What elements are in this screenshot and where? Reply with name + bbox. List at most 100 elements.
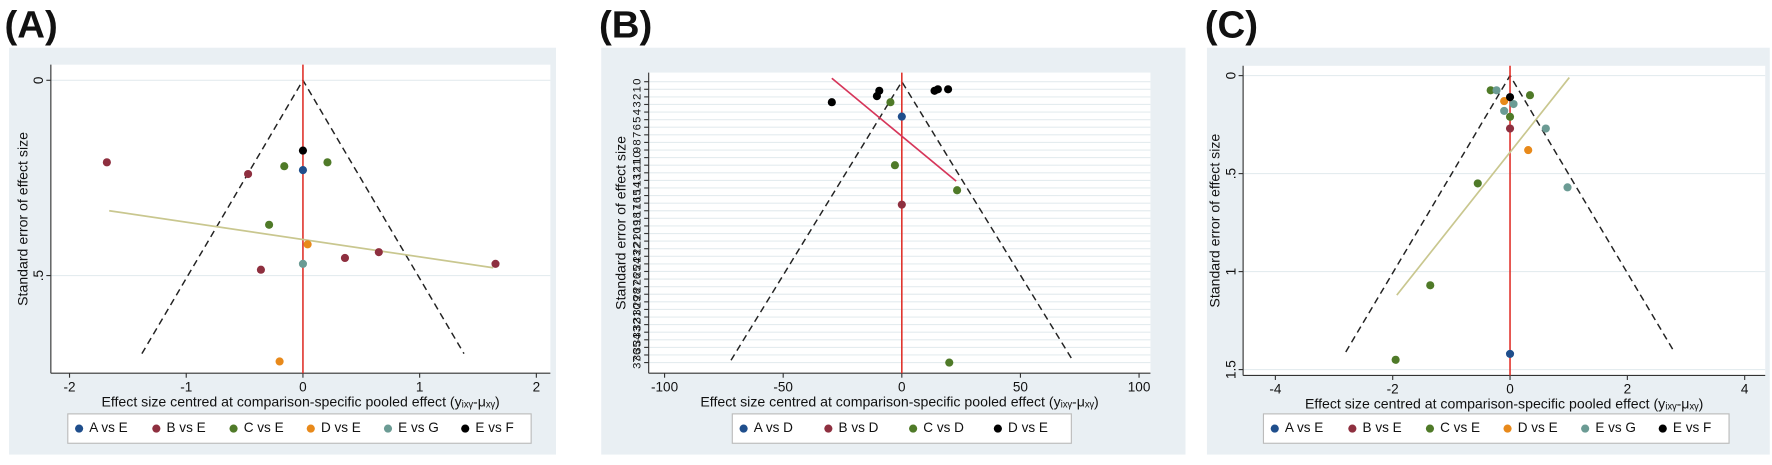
y-tick-label: 23 (631, 250, 643, 263)
x-tick-label: -50 (773, 379, 793, 394)
data-point (1524, 146, 1533, 155)
x-tick-label: 2 (533, 379, 541, 394)
y-tick-label: .5 (31, 270, 46, 281)
data-point (1500, 97, 1509, 106)
y-tick-label: 1.5 (1223, 360, 1238, 379)
data-point (1563, 183, 1572, 192)
data-point (1500, 106, 1509, 115)
data-point (256, 265, 265, 274)
y-tick-label: 0 (1223, 72, 1238, 80)
y-tick-label: 24 (631, 258, 643, 271)
legend-marker (1425, 424, 1435, 433)
data-point (1505, 349, 1515, 358)
legend-marker (993, 424, 1002, 433)
data-point (953, 186, 962, 195)
legend-marker (383, 424, 393, 433)
legend-marker (1658, 424, 1667, 433)
data-point (1509, 99, 1518, 109)
data-point (945, 358, 954, 367)
y-tick-label: 20 (631, 227, 643, 240)
data-point (1505, 93, 1515, 102)
x-tick-label: 100 (1128, 379, 1151, 394)
data-point (890, 161, 900, 170)
legend-marker (739, 424, 748, 433)
legend-label: D vs E (1008, 420, 1048, 435)
x-tick-label: -4 (1269, 382, 1282, 397)
plot-area (50, 64, 551, 374)
data-point (897, 200, 906, 209)
y-tick-label: 6 (631, 124, 643, 130)
x-axis-label: Effect size centred at comparison-specif… (700, 393, 1098, 409)
x-axis-label: Effect size centred at comparison-specif… (101, 393, 499, 409)
y-tick-label: 33 (631, 326, 643, 339)
y-axis-label: Standard error of effect size (14, 132, 30, 306)
plot-area (1243, 65, 1766, 376)
y-axis-label: Standard error of effect size (1207, 134, 1223, 308)
legend-marker (1581, 424, 1590, 433)
legend-label: E vs F (1673, 420, 1711, 435)
y-tick-label: 30 (631, 303, 643, 316)
y-tick-label: 29 (631, 296, 643, 309)
data-point (102, 158, 111, 167)
y-tick-label: 26 (631, 273, 643, 286)
data-point (340, 253, 350, 263)
legend-label: D vs E (321, 420, 361, 435)
data-point (298, 166, 308, 175)
y-tick-label: 17 (631, 204, 643, 217)
y-axis-label: Standard error of effect size (612, 136, 628, 310)
data-point (827, 98, 836, 107)
legend-marker (909, 424, 918, 433)
legend-label: E vs G (398, 420, 439, 435)
legend-label: C vs E (1440, 420, 1480, 435)
panel-title: (B) (599, 4, 652, 47)
y-tick-label: 25 (631, 265, 643, 278)
data-point (897, 112, 906, 121)
y-tick-label: 0 (631, 79, 643, 85)
y-tick-label: 28 (631, 288, 643, 301)
y-tick-label: 9 (631, 147, 643, 153)
y-tick-label: .5 (1223, 168, 1238, 179)
legend-label: A vs E (89, 420, 127, 435)
legend-box (1262, 413, 1730, 444)
x-tick-label: 0 (299, 379, 307, 394)
y-tick-label: 5 (631, 117, 643, 123)
data-point (491, 259, 500, 268)
legend-marker (1270, 424, 1279, 433)
y-tick-label: 27 (631, 280, 643, 293)
x-tick-label: -2 (1387, 382, 1399, 397)
y-tick-label: 21 (631, 235, 643, 248)
y-tick-label: 13 (631, 174, 643, 187)
legend-label: E vs G (1595, 420, 1636, 435)
y-tick-label: 35 (631, 341, 643, 354)
data-point (374, 248, 383, 257)
legend-box (67, 413, 532, 444)
data-point (1486, 86, 1495, 95)
x-tick-label: 1 (416, 379, 424, 394)
legend-label: D vs E (1518, 420, 1558, 435)
y-tick-label: 1 (631, 86, 643, 92)
y-tick-label: 3 (631, 101, 643, 107)
x-tick-label: -100 (651, 379, 678, 394)
y-tick-label: 22 (631, 242, 643, 255)
y-tick-label: 18 (631, 212, 643, 225)
y-tick-label: 4 (631, 109, 643, 115)
legend-label: B vs E (1363, 420, 1402, 435)
legend-marker (1503, 424, 1512, 433)
legend-marker (1348, 424, 1357, 433)
data-point (303, 240, 312, 249)
legend-marker (461, 424, 470, 433)
legend-label: C vs D (923, 420, 964, 435)
x-tick-label: 2 (1624, 382, 1632, 397)
y-tick-label: 31 (631, 311, 643, 324)
data-point (933, 85, 942, 94)
x-axis-label: Effect size centred at comparison-specif… (1305, 396, 1703, 412)
legend-marker (824, 424, 833, 433)
data-point (1391, 355, 1400, 364)
legend-marker (75, 424, 84, 433)
data-point (872, 92, 881, 101)
y-tick-label: 15 (631, 189, 643, 202)
x-tick-label: 50 (1013, 379, 1028, 394)
legend-marker (306, 424, 315, 433)
